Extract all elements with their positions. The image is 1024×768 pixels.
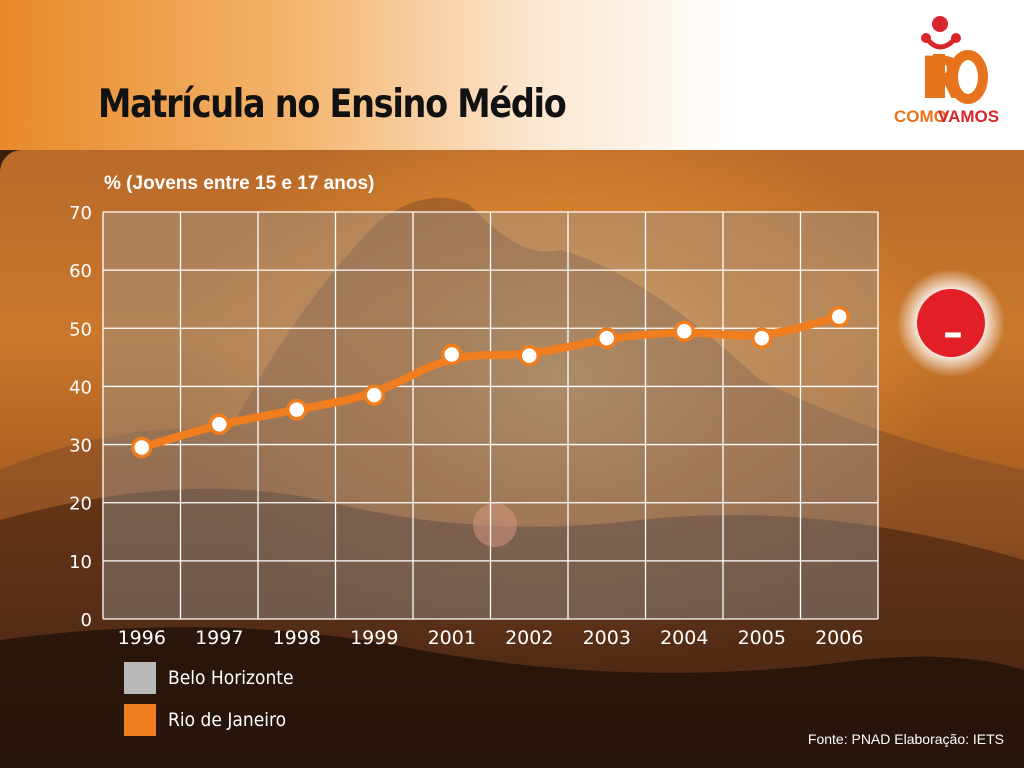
data-point bbox=[596, 327, 618, 349]
y-tick-label: 40 bbox=[69, 377, 92, 398]
y-tick-label: 0 bbox=[81, 610, 92, 631]
legend-label-rio-de-janeiro: Rio de Janeiro bbox=[168, 709, 287, 731]
legend-label-belo-horizonte: Belo Horizonte bbox=[168, 667, 294, 689]
data-point bbox=[286, 398, 308, 421]
y-tick-label: 60 bbox=[69, 261, 92, 282]
y-tick-label: 30 bbox=[69, 436, 92, 457]
x-tick-label: 2006 bbox=[815, 627, 863, 649]
mountain-silhouette bbox=[0, 197, 1024, 768]
y-tick-label: 10 bbox=[69, 552, 92, 573]
x-tick-label: 1996 bbox=[118, 627, 166, 649]
x-tick-label: 1997 bbox=[195, 627, 243, 649]
x-axis-ticks: 1996 1997 1998 1999 2001 2002 2003 2004 2005 2006 bbox=[118, 627, 864, 649]
y-axis-label: % (Jovens entre 15 e 17 anos) bbox=[104, 173, 374, 194]
x-tick-label: 2003 bbox=[583, 627, 631, 649]
x-tick-label: 2004 bbox=[660, 627, 708, 649]
x-tick-label: 2005 bbox=[738, 627, 786, 649]
x-tick-label: 1998 bbox=[273, 627, 321, 649]
x-tick-label: 2001 bbox=[428, 627, 476, 649]
source-note: Fonte: PNAD Elaboração: IETS bbox=[807, 731, 1004, 747]
data-point bbox=[441, 343, 463, 366]
data-point bbox=[131, 436, 153, 459]
legend-swatch-belo-horizonte bbox=[124, 662, 156, 694]
x-tick-label: 2002 bbox=[505, 627, 553, 649]
data-point bbox=[673, 320, 695, 342]
data-point bbox=[518, 344, 540, 367]
y-tick-label: 70 bbox=[69, 203, 92, 224]
rio-como-vamos-logo: R COMO VAMOS bbox=[894, 16, 999, 126]
legend-item-rio-de-janeiro: Rio de Janeiro bbox=[124, 704, 299, 736]
slide-title: Matrícula no Ensino Médio bbox=[98, 82, 567, 127]
data-point bbox=[363, 384, 385, 406]
minus-icon: – bbox=[943, 310, 963, 356]
series-line-rio-de-janeiro bbox=[137, 312, 844, 452]
y-axis-ticks: 0 10 20 30 40 50 60 70 bbox=[69, 203, 92, 631]
series-layer bbox=[131, 305, 850, 459]
y-tick-label: 50 bbox=[69, 319, 92, 340]
background-photo bbox=[0, 150, 1024, 768]
svg-text:COMO: COMO bbox=[894, 107, 947, 126]
data-point bbox=[828, 305, 850, 328]
svg-text:VAMOS: VAMOS bbox=[938, 107, 999, 126]
status-badge: – bbox=[897, 269, 1005, 377]
legend-swatch-rio-de-janeiro bbox=[124, 704, 156, 736]
data-point bbox=[751, 327, 773, 349]
header-banner bbox=[0, 0, 1024, 150]
x-tick-label: 1999 bbox=[350, 627, 398, 649]
grid-lines bbox=[102, 211, 879, 620]
y-tick-label: 20 bbox=[69, 494, 92, 515]
data-point bbox=[208, 413, 230, 435]
legend-item-belo-horizonte: Belo Horizonte bbox=[124, 662, 307, 694]
